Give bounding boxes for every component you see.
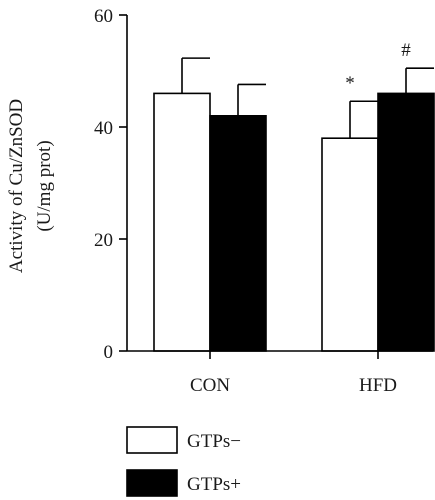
bar-hfd-gtps-plus [377, 92, 435, 352]
y-tick-label-40: 40 [94, 118, 113, 139]
legend-item-gtps-plus: GTPs+ [126, 469, 241, 497]
error-bar-hfd-gtps-minus [349, 100, 378, 139]
legend-label: GTPs+ [187, 474, 241, 495]
legend-item-gtps-minus: GTPs− [126, 426, 241, 454]
legend: GTPs− GTPs+ [126, 426, 241, 497]
y-axis-title: Activity of Cu/ZnSOD (U/mg prot) [6, 99, 55, 273]
x-tick-label-hfd: HFD [359, 375, 397, 396]
bar-con-gtps-minus [153, 92, 211, 352]
annotation-hash: # [401, 40, 411, 61]
bar-hfd-gtps-minus [321, 137, 379, 352]
annotation-asterisk: * [345, 73, 355, 94]
plot-area: * #0 20 40 60 CON HFD [94, 6, 435, 396]
error-bar-con-gtps-plus [237, 83, 266, 116]
x-tick-label-con: CON [190, 375, 230, 396]
error-bar-hfd-gtps-plus [405, 67, 434, 94]
y-axis-title-line2: (U/mg prot) [34, 140, 55, 231]
legend-label: GTPs− [187, 431, 241, 452]
y-tick-label-0: 0 [104, 342, 114, 363]
bar-con-gtps-plus [209, 115, 267, 352]
legend-swatch [126, 469, 178, 497]
y-tick-label-20: 20 [94, 230, 113, 251]
y-axis-title-line1: Activity of Cu/ZnSOD [6, 99, 27, 273]
legend-swatch [126, 426, 178, 454]
error-bar-con-gtps-minus [181, 57, 210, 94]
y-tick-label-60: 60 [94, 6, 113, 27]
